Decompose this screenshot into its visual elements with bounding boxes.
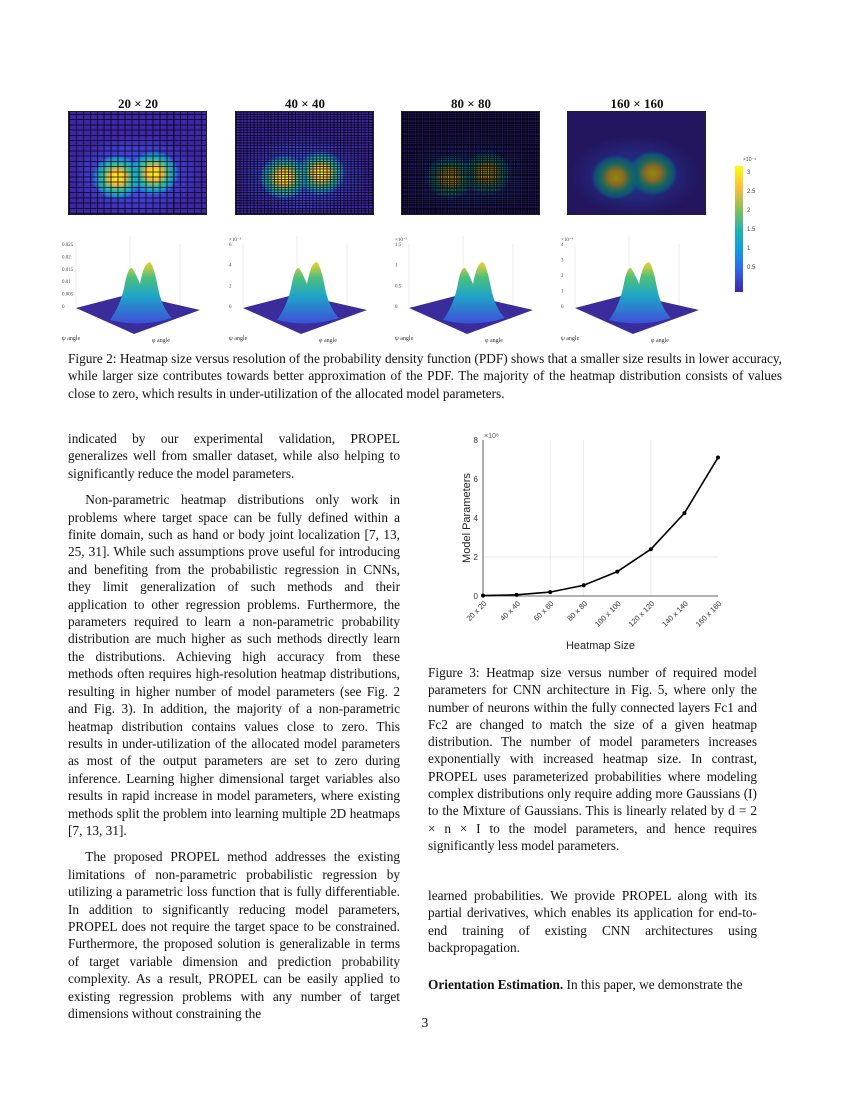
colorbar-tick: 1.5 xyxy=(747,227,756,233)
z-tick: 6 xyxy=(229,243,232,248)
surface-plot-0: 0 0.005 0.01 0.015 0.02 0.025 ψ angle φ angle xyxy=(62,236,200,344)
phi-axis-label: φ angle xyxy=(152,338,170,344)
surface-peaks xyxy=(609,262,671,324)
z-tick: 0 xyxy=(62,305,65,310)
heatmap-title: 160 × 160 xyxy=(610,96,664,111)
section-heading: Orientation Estimation. xyxy=(428,977,564,992)
z-tick: 1.5 xyxy=(395,243,402,248)
psi-axis-label: ψ angle xyxy=(62,336,81,342)
surface-peaks xyxy=(277,262,339,324)
z-tick: 4 xyxy=(229,264,232,269)
x-tick-label: 120 x 120 xyxy=(627,599,657,629)
colorbar-tick: 2 xyxy=(747,208,751,214)
data-point xyxy=(648,547,653,552)
figure-3-caption: Figure 3: Heatmap size versus number of … xyxy=(428,665,757,853)
surface-peaks xyxy=(443,262,505,324)
heatmap-0 xyxy=(68,111,207,215)
x-tick-label: 80 x 80 xyxy=(565,599,589,623)
phi-axis-label: φ angle xyxy=(485,338,503,344)
psi-axis-label: ψ angle xyxy=(229,336,248,342)
z-tick: 0.005 xyxy=(62,293,74,298)
y-tick-label: 0 xyxy=(474,592,479,601)
phi-axis-label: φ angle xyxy=(651,338,669,344)
colorbar-tick: 0.5 xyxy=(747,265,756,271)
surface-plot-2: ×10⁻³ 0 0.5 1 1.5 ψ angle φ angle xyxy=(395,236,533,344)
colorbar-multiplier: ×10⁻⁴ xyxy=(743,157,757,163)
data-point xyxy=(581,583,586,588)
phi-axis-label: φ angle xyxy=(319,338,337,344)
x-axis-label: Heatmap Size xyxy=(566,640,635,652)
data-point xyxy=(481,593,485,598)
z-tick: 0.5 xyxy=(395,284,402,289)
page-number: 3 xyxy=(421,1015,429,1030)
heatmap-title: 80 × 80 xyxy=(451,96,491,111)
psi-axis-label: ψ angle xyxy=(561,336,580,342)
right-paragraph: learned probabilities. We provide PROPEL… xyxy=(428,888,757,956)
y-multiplier: ×10⁸ xyxy=(484,433,499,440)
y-tick-label: 8 xyxy=(474,436,479,445)
psi-axis-label: ψ angle xyxy=(395,336,414,342)
z-multiplier: ×10⁻⁴ xyxy=(561,237,573,243)
x-tick-label: 140 x 140 xyxy=(660,599,690,629)
y-axis-label: Model Parameters xyxy=(461,473,473,563)
z-tick: 0.015 xyxy=(62,268,74,273)
figure-3-chart: 0 2 4 6 8 ×10⁸ 20 x 20 40 x 40 60 x 60 80 x 80 100… xyxy=(461,433,724,652)
colorbar xyxy=(735,166,743,292)
surface-peaks xyxy=(110,262,172,324)
z-tick: 0 xyxy=(395,305,398,310)
z-tick: 2 xyxy=(561,274,564,279)
z-tick: 0.025 xyxy=(62,243,74,248)
figure-2-caption: Figure 2: Heatmap size versus resolution… xyxy=(68,351,782,401)
paragraph: indicated by our experimental validation… xyxy=(68,431,400,481)
left-column: indicated by our experimental validation… xyxy=(68,430,400,1031)
heatmap-title: 40 × 40 xyxy=(285,96,325,111)
series-line xyxy=(482,457,719,597)
data-point xyxy=(615,569,620,574)
x-tick-label: 100 x 100 xyxy=(593,599,623,629)
paragraph: The proposed PROPEL method addresses the… xyxy=(68,849,400,1021)
heatmap-2 xyxy=(401,111,540,215)
y-tick-label: 6 xyxy=(474,475,479,484)
colorbar-tick: 2.5 xyxy=(747,189,756,195)
colorbar-tick: 3 xyxy=(747,170,751,176)
paragraph: Non-parametric heatmap distributions onl… xyxy=(68,492,400,838)
x-tick-label: 20 x 20 xyxy=(465,599,489,623)
z-tick: 1 xyxy=(395,264,398,269)
data-point xyxy=(682,511,687,516)
z-tick: 1 xyxy=(561,290,564,295)
surface-plot-1: ×10⁻³ 0 2 4 6 ψ angle φ angle xyxy=(229,236,367,344)
z-tick: 0 xyxy=(561,305,564,310)
surface-plot-3: ×10⁻⁴ 0 1 2 3 4 ψ angle φ angle xyxy=(561,236,699,344)
heatmap-3 xyxy=(567,111,706,215)
y-tick-label: 2 xyxy=(474,553,479,562)
section-text: In this paper, we demonstrate the xyxy=(566,977,743,992)
heatmap-1 xyxy=(235,111,374,215)
plot-area xyxy=(483,440,718,596)
data-point xyxy=(548,590,553,595)
z-tick: 0.01 xyxy=(62,280,71,285)
z-multiplier: ×10⁻³ xyxy=(229,237,241,243)
x-tick-label: 40 x 40 xyxy=(498,599,522,623)
section-paragraph: Orientation Estimation. In this paper, w… xyxy=(428,976,757,993)
z-tick: 4 xyxy=(561,243,564,248)
data-point xyxy=(716,455,720,460)
y-tick-label: 4 xyxy=(474,514,479,523)
x-tick-label: 60 x 60 xyxy=(532,599,556,623)
z-tick: 2 xyxy=(229,284,232,289)
colorbar-tick: 1 xyxy=(747,246,751,252)
z-tick: 0 xyxy=(229,305,232,310)
data-point xyxy=(514,592,519,597)
z-multiplier: ×10⁻³ xyxy=(395,237,407,243)
heatmap-title: 20 × 20 xyxy=(118,96,158,111)
z-tick: 0.02 xyxy=(62,255,71,260)
z-tick: 3 xyxy=(561,259,564,264)
x-tick-label: 160 x 160 xyxy=(694,599,724,629)
